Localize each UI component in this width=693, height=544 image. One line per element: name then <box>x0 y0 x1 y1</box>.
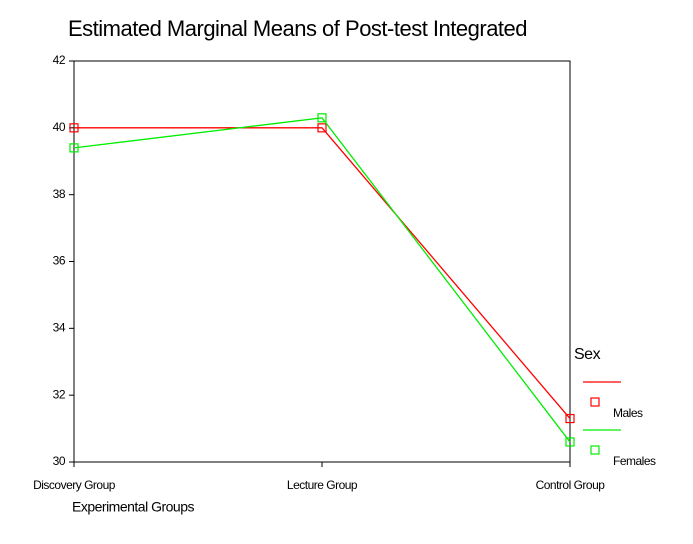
legend-swatch <box>590 397 600 407</box>
y-tick-label: 40 <box>53 120 66 134</box>
legend-label: Females <box>613 454 656 468</box>
y-tick-label: 30 <box>53 454 66 468</box>
plot-frame <box>73 60 571 463</box>
y-tick-label: 42 <box>53 53 66 67</box>
point <box>69 123 79 133</box>
legend-label: Males <box>613 406 643 420</box>
x-tick-label: Control Group <box>536 478 606 492</box>
y-tick-label: 34 <box>53 321 66 335</box>
series-line <box>73 117 571 443</box>
series-line <box>74 127 571 419</box>
y-tick-label: 32 <box>53 387 66 401</box>
point <box>565 413 575 424</box>
point <box>69 143 79 153</box>
x-tick-label: Discovery Group <box>33 478 116 492</box>
point <box>565 437 575 447</box>
legend-swatch <box>590 445 600 455</box>
x-tick-label: Lecture Group <box>287 478 358 492</box>
legend-title: Sex <box>574 346 601 363</box>
chart-title: Estimated Marginal Means of Post-test In… <box>68 16 527 41</box>
point <box>317 113 327 123</box>
y-tick-label: 38 <box>53 187 66 201</box>
y-tick-label: 36 <box>53 254 66 268</box>
x-axis-title: Experimental Groups <box>72 499 195 515</box>
point <box>317 123 327 133</box>
